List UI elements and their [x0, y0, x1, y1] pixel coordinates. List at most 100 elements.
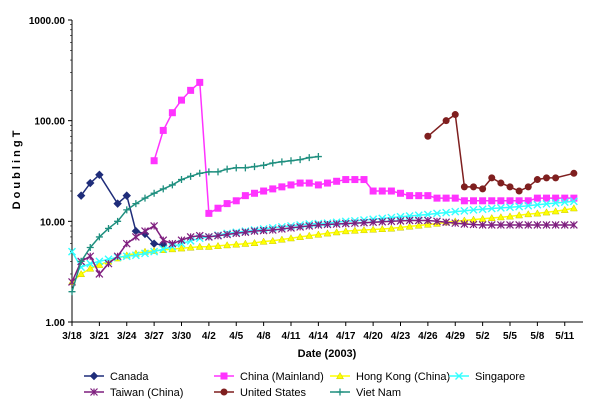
data-point-hong-kong-china: [569, 204, 578, 212]
data-point-taiwan-china: [177, 236, 186, 245]
legend-marker: [220, 372, 228, 380]
data-point-singapore: [95, 257, 104, 266]
data-point-taiwan-china: [259, 226, 268, 235]
data-point-singapore: [68, 247, 76, 256]
data-point-singapore: [551, 199, 560, 208]
data-point-taiwan-china: [350, 219, 359, 228]
x-axis-ticks: 3/18 3/21 3/24 3/27 3/30 4/2 4/5 4/8 4/11 4/14 4/1…: [62, 322, 575, 342]
x-tick-label: 4/11: [282, 331, 301, 342]
series-china-mainland: [150, 78, 578, 217]
data-point-taiwan-china: [195, 231, 204, 240]
data-point-singapore: [487, 204, 496, 213]
data-point-united-states: [470, 183, 477, 191]
y-axis-title: D o u b l i n g T: [11, 130, 23, 209]
data-point-canada: [76, 191, 86, 200]
data-point-hong-kong-china: [515, 211, 524, 219]
data-point-hong-kong-china: [387, 224, 396, 232]
data-point-china-mainland: [205, 209, 213, 217]
data-point-singapore: [122, 252, 131, 261]
data-point-singapore: [478, 205, 487, 214]
data-point-viet-nam: [223, 165, 231, 173]
data-point-taiwan-china: [451, 219, 460, 228]
data-point-canada: [86, 178, 95, 188]
legend-item-singapore: Singapore: [449, 371, 525, 383]
data-point-taiwan-china: [405, 216, 414, 225]
data-point-hong-kong-china: [542, 208, 551, 216]
data-point-china-mainland: [150, 157, 158, 165]
data-point-hong-kong-china: [551, 207, 560, 215]
data-point-taiwan-china: [496, 221, 505, 229]
data-point-taiwan-china: [433, 217, 441, 226]
data-point-taiwan-china: [287, 224, 295, 232]
data-point-china-mainland: [415, 192, 423, 200]
data-point-china-mainland: [515, 197, 523, 205]
data-point-united-states: [570, 169, 578, 177]
data-point-china-mainland: [442, 194, 450, 202]
x-tick-label: 4/29: [446, 331, 466, 342]
data-point-hong-kong-china: [423, 220, 432, 228]
data-point-taiwan-china: [168, 239, 177, 248]
data-point-taiwan-china: [104, 259, 113, 268]
data-point-united-states: [460, 183, 468, 191]
data-point-taiwan-china: [378, 217, 387, 226]
x-tick-label: 4/26: [418, 331, 438, 342]
data-point-viet-nam: [123, 206, 131, 214]
data-point-china-mainland: [424, 192, 432, 200]
data-point-hong-kong-china: [223, 241, 232, 249]
data-point-taiwan-china: [204, 233, 213, 241]
series-line-united-states: [427, 113, 575, 192]
data-point-china-mainland: [470, 197, 477, 205]
data-point-singapore: [560, 198, 569, 207]
data-point-viet-nam: [287, 157, 295, 165]
data-point-china-mainland: [305, 179, 313, 187]
data-point-taiwan-china: [341, 219, 350, 228]
x-tick-label: 5/8: [530, 331, 544, 342]
data-point-united-states: [552, 174, 560, 182]
data-point-china-mainland: [178, 96, 185, 104]
data-point-hong-kong-china: [350, 226, 359, 234]
data-point-canada: [113, 199, 122, 208]
data-point-taiwan-china: [296, 222, 305, 231]
legend-label: United States: [240, 387, 307, 399]
series-line-china-mainland: [153, 80, 574, 215]
data-point-china-mainland: [506, 197, 514, 205]
data-point-china-mainland: [561, 194, 569, 202]
data-point-singapore: [469, 205, 478, 214]
data-point-singapore: [141, 249, 149, 258]
data-point-hong-kong-china: [268, 236, 277, 244]
data-point-canada: [122, 191, 131, 200]
x-tick-label: 3/27: [144, 331, 164, 342]
data-point-china-mainland: [406, 192, 414, 200]
data-point-hong-kong-china: [369, 225, 378, 233]
data-point-china-mainland: [314, 181, 322, 189]
data-point-viet-nam: [68, 288, 76, 296]
data-point-singapore: [451, 207, 460, 216]
legend-item-hong-kong-china: Hong Kong (China): [330, 371, 450, 383]
x-tick-label: 3/18: [62, 331, 82, 342]
legend-marker: [89, 371, 99, 381]
data-point-china-mainland: [369, 187, 377, 195]
data-point-taiwan-china: [414, 216, 423, 225]
series-united-states: [424, 111, 578, 195]
data-point-hong-kong-china: [533, 209, 542, 217]
data-point-hong-kong-china: [360, 225, 368, 234]
data-point-united-states: [442, 117, 450, 125]
data-point-china-mainland: [460, 197, 468, 205]
data-point-taiwan-china: [277, 225, 286, 233]
data-point-taiwan-china: [442, 218, 451, 227]
data-point-taiwan-china: [524, 221, 533, 229]
data-point-hong-kong-china: [195, 242, 204, 250]
x-tick-label: 4/17: [336, 331, 356, 342]
data-point-china-mainland: [223, 200, 231, 208]
legend-label: China (Mainland): [240, 371, 324, 383]
x-tick-label: 5/5: [503, 331, 517, 342]
legend-item-viet-nam: Viet Nam: [330, 387, 401, 399]
x-tick-label: 3/30: [172, 331, 192, 342]
x-tick-label: 3/24: [117, 331, 137, 342]
data-point-singapore: [506, 203, 514, 212]
data-point-hong-kong-china: [341, 227, 350, 235]
data-point-taiwan-china: [95, 270, 104, 278]
y-tick-label: 1.00: [46, 318, 66, 329]
x-tick-label: 4/20: [363, 331, 383, 342]
